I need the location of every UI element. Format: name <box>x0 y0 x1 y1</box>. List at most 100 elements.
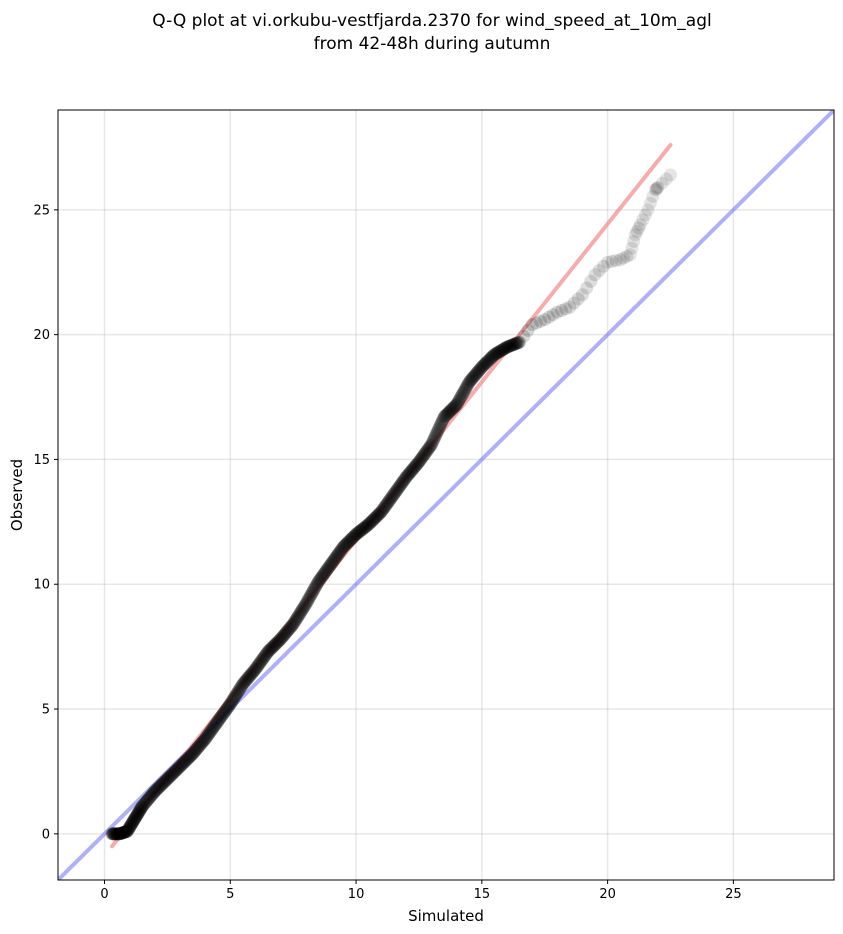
qq-point <box>215 708 229 722</box>
qq-point <box>501 340 515 354</box>
qq-point <box>508 337 522 351</box>
qq-point <box>141 793 155 807</box>
qq-point <box>275 630 289 644</box>
qq-point <box>369 510 383 524</box>
qq-point <box>350 527 364 541</box>
qq-point <box>427 432 441 446</box>
qq-point <box>349 527 363 541</box>
qq-point <box>139 795 153 809</box>
qq-point <box>447 400 461 414</box>
qq-point <box>310 576 324 590</box>
qq-point <box>205 722 219 736</box>
qq-point <box>265 641 279 655</box>
qq-point <box>601 255 615 269</box>
qq-point <box>402 467 416 481</box>
qq-point <box>121 823 135 837</box>
qq-point <box>135 799 149 813</box>
qq-point <box>482 353 496 367</box>
qq-point <box>354 523 368 537</box>
qq-point <box>203 726 217 740</box>
qq-point <box>399 470 413 484</box>
qq-point <box>128 811 142 825</box>
qq-point <box>297 600 311 614</box>
qq-point <box>166 767 180 781</box>
qq-point <box>461 377 475 391</box>
qq-point <box>290 611 304 625</box>
qq-point <box>110 827 124 841</box>
qq-point <box>293 606 307 620</box>
qq-point <box>425 436 439 449</box>
qq-point <box>110 827 124 841</box>
qq-point <box>315 570 329 584</box>
qq-point <box>628 228 642 242</box>
qq-point <box>302 591 316 605</box>
qq-point <box>473 362 487 376</box>
qq-point <box>140 794 154 808</box>
qq-point <box>204 723 218 737</box>
qq-point <box>220 702 234 716</box>
qq-point <box>114 826 128 840</box>
qq-point <box>314 571 328 585</box>
qq-point <box>197 733 211 747</box>
qq-point <box>124 817 138 831</box>
chart-title-line-1: Q-Q plot at vi.orkubu-vestfjarda.2370 fo… <box>152 11 711 31</box>
qq-point <box>368 511 382 525</box>
qq-point <box>105 827 119 841</box>
qq-point <box>381 496 395 510</box>
qq-point <box>366 513 380 527</box>
qq-point <box>263 643 277 657</box>
qq-point <box>372 507 386 521</box>
qq-point <box>387 487 401 501</box>
qq-point <box>131 807 145 820</box>
x-axis-ticks: 0 5 10 15 20 25 <box>100 880 742 902</box>
qq-point <box>359 519 373 533</box>
qq-point <box>398 472 412 486</box>
qq-point <box>329 550 343 564</box>
qq-point <box>222 698 236 712</box>
qq-point <box>439 408 453 422</box>
qq-point <box>394 477 408 491</box>
qq-point <box>202 727 216 741</box>
qq-point <box>513 335 527 349</box>
qq-point <box>341 535 355 549</box>
qq-point <box>337 539 351 553</box>
qq-point <box>371 508 385 522</box>
qq-point <box>162 770 176 784</box>
qq-point <box>273 633 287 647</box>
qq-point <box>112 827 126 841</box>
qq-point <box>437 410 451 424</box>
qq-point <box>511 336 525 350</box>
qq-point <box>224 696 238 710</box>
qq-point <box>651 180 665 194</box>
qq-point <box>428 430 442 444</box>
qq-point <box>412 455 426 469</box>
qq-point <box>648 183 662 197</box>
qq-point <box>403 466 417 480</box>
qq-point <box>217 706 231 720</box>
qq-point <box>392 480 406 494</box>
qq-point <box>389 485 403 499</box>
qq-point <box>285 618 299 632</box>
qq-point <box>221 701 235 715</box>
qq-point <box>137 797 151 811</box>
qq-point <box>324 557 338 571</box>
qq-point <box>471 364 485 378</box>
qq-point <box>169 764 182 778</box>
qq-point <box>185 748 199 762</box>
qq-point <box>255 653 269 667</box>
qq-point <box>109 827 123 841</box>
qq-point <box>563 300 577 314</box>
qq-point <box>216 707 230 721</box>
qq-point <box>443 405 456 419</box>
qq-point <box>239 674 253 688</box>
x-axis-label: Simulated <box>408 907 484 925</box>
qq-point <box>296 601 310 615</box>
qq-point <box>488 347 502 361</box>
qq-point <box>318 566 332 580</box>
qq-point <box>316 568 330 582</box>
qq-point <box>623 248 637 262</box>
qq-point <box>469 368 483 382</box>
chart-title-line-2: from 42-48h during autumn <box>314 34 551 54</box>
qq-point <box>442 406 456 420</box>
qq-point <box>160 772 174 786</box>
